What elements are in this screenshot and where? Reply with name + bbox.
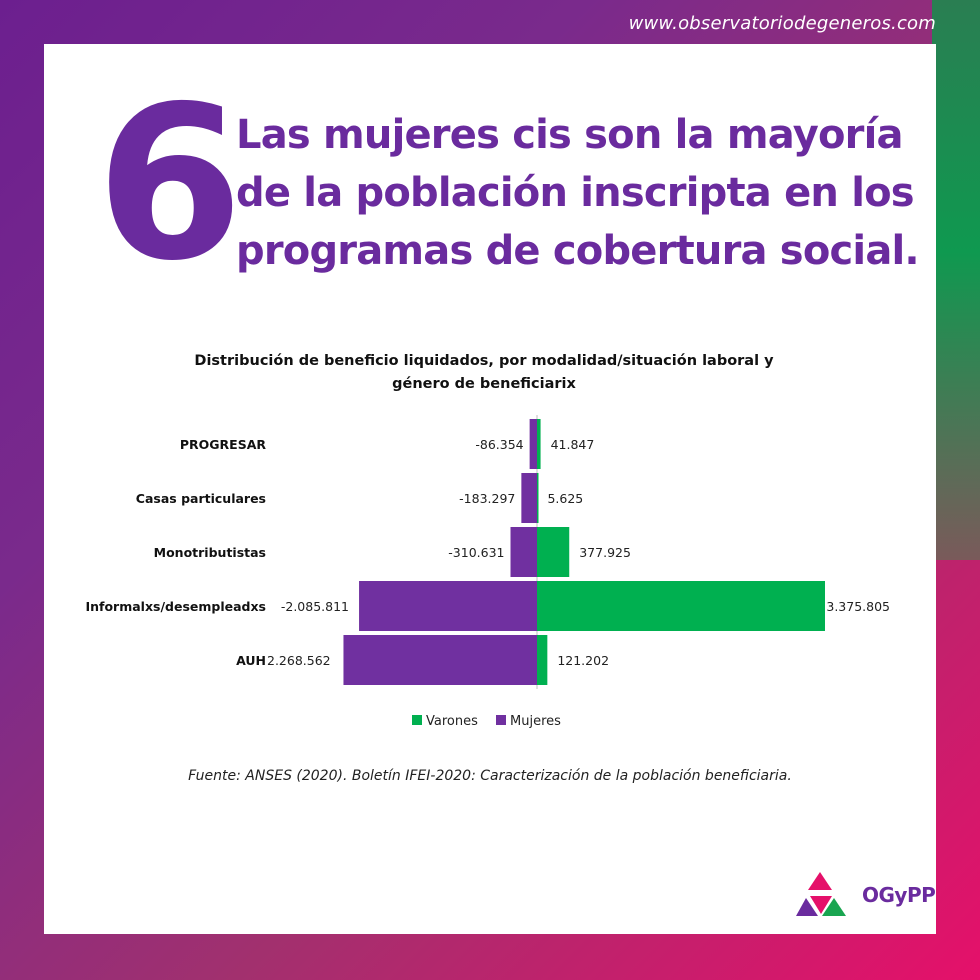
green-edge-strip [932,0,980,560]
category-label: Casas particulares [136,491,266,506]
data-label-mujeres: -183.297 [459,491,515,506]
data-label-mujeres: 2.268.562 [267,653,331,668]
data-label-mujeres: -86.354 [475,437,523,452]
site-url[interactable]: www.observatoriodegeneros.com [628,13,936,34]
data-label-mujeres: -2.085.811 [281,599,349,614]
bar-varones [537,473,539,523]
category-label: PROGRESAR [180,437,267,452]
infographic-card: 6 Las mujeres cis son la mayoría de la p… [44,44,936,934]
bar-varones [537,527,570,577]
bar-mujeres [343,635,537,685]
category-label: Monotributistas [154,545,266,560]
data-label-varones: 3.375.805 [826,599,890,614]
data-label-varones: 377.925 [579,545,631,560]
category-label: AUH [236,653,266,668]
logo-text: OGyPP [862,883,936,907]
bar-mujeres [510,527,537,577]
bar-chart: PROGRESAR -86.354 41.847 Casas particulares… [85,415,890,729]
logo-mark-icon [796,872,846,916]
legend-swatch [496,715,506,725]
bar-mujeres [359,581,537,631]
big-number: 6 [96,60,244,307]
legend-swatch [412,715,422,725]
chart-title: Distribución de beneficio liquidados, po… [194,353,774,392]
bar-varones [537,419,541,469]
source-note: Fuente: ANSES (2020). Boletín IFEI-2020:… [188,768,792,784]
headline: Las mujeres cis son la mayoría de la pob… [236,112,920,274]
ogypp-logo: OGyPP [796,870,936,924]
data-label-mujeres: -310.631 [448,545,504,560]
data-label-varones: 121.202 [557,653,609,668]
legend-label: Varones [426,714,478,729]
data-label-varones: 5.625 [547,491,583,506]
data-label-varones: 41.847 [551,437,595,452]
bar-varones [537,635,548,685]
bar-mujeres [529,419,537,469]
bar-mujeres [521,473,537,523]
category-label: Informalxs/desempleadxs [85,599,266,614]
bar-varones [537,581,825,631]
legend-label: Mujeres [510,714,561,729]
